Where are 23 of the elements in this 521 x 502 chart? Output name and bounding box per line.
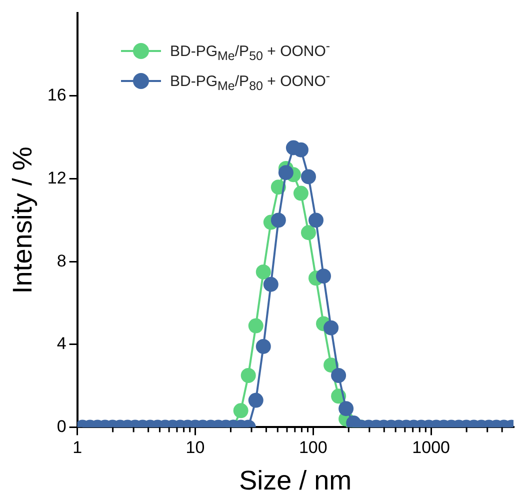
point (293, 142, 308, 158)
y-tick-label: 0 (56, 416, 66, 436)
point (278, 165, 294, 180)
y-tick-label: 8 (56, 251, 66, 270)
point (300, 225, 316, 240)
y-tick-label: 4 (56, 334, 66, 354)
point (316, 268, 332, 284)
legend-label: BD-PG$_{Me}$/P$_{50}$ + OONO$^{-}$ (170, 39, 330, 63)
y-tick-label: 16 (47, 86, 66, 105)
x-tick-label: 100 (298, 438, 328, 458)
legend-label: BD-PG$_{Me}$/P$_{80}$ + OONO$^{-}$ (170, 69, 330, 93)
x-tick-label: 1000 (412, 438, 450, 458)
x-tick-label: 10 (186, 438, 205, 458)
y-tick-label: 12 (47, 168, 66, 188)
point (256, 264, 271, 280)
x-axis-title: Size / nm (239, 465, 352, 496)
point (293, 186, 308, 201)
point (270, 212, 286, 228)
y-axis-title: Intensity / % (8, 146, 38, 294)
point (308, 212, 324, 228)
point (263, 276, 278, 292)
x-tick-label: 1 (72, 438, 82, 458)
point (300, 169, 316, 184)
